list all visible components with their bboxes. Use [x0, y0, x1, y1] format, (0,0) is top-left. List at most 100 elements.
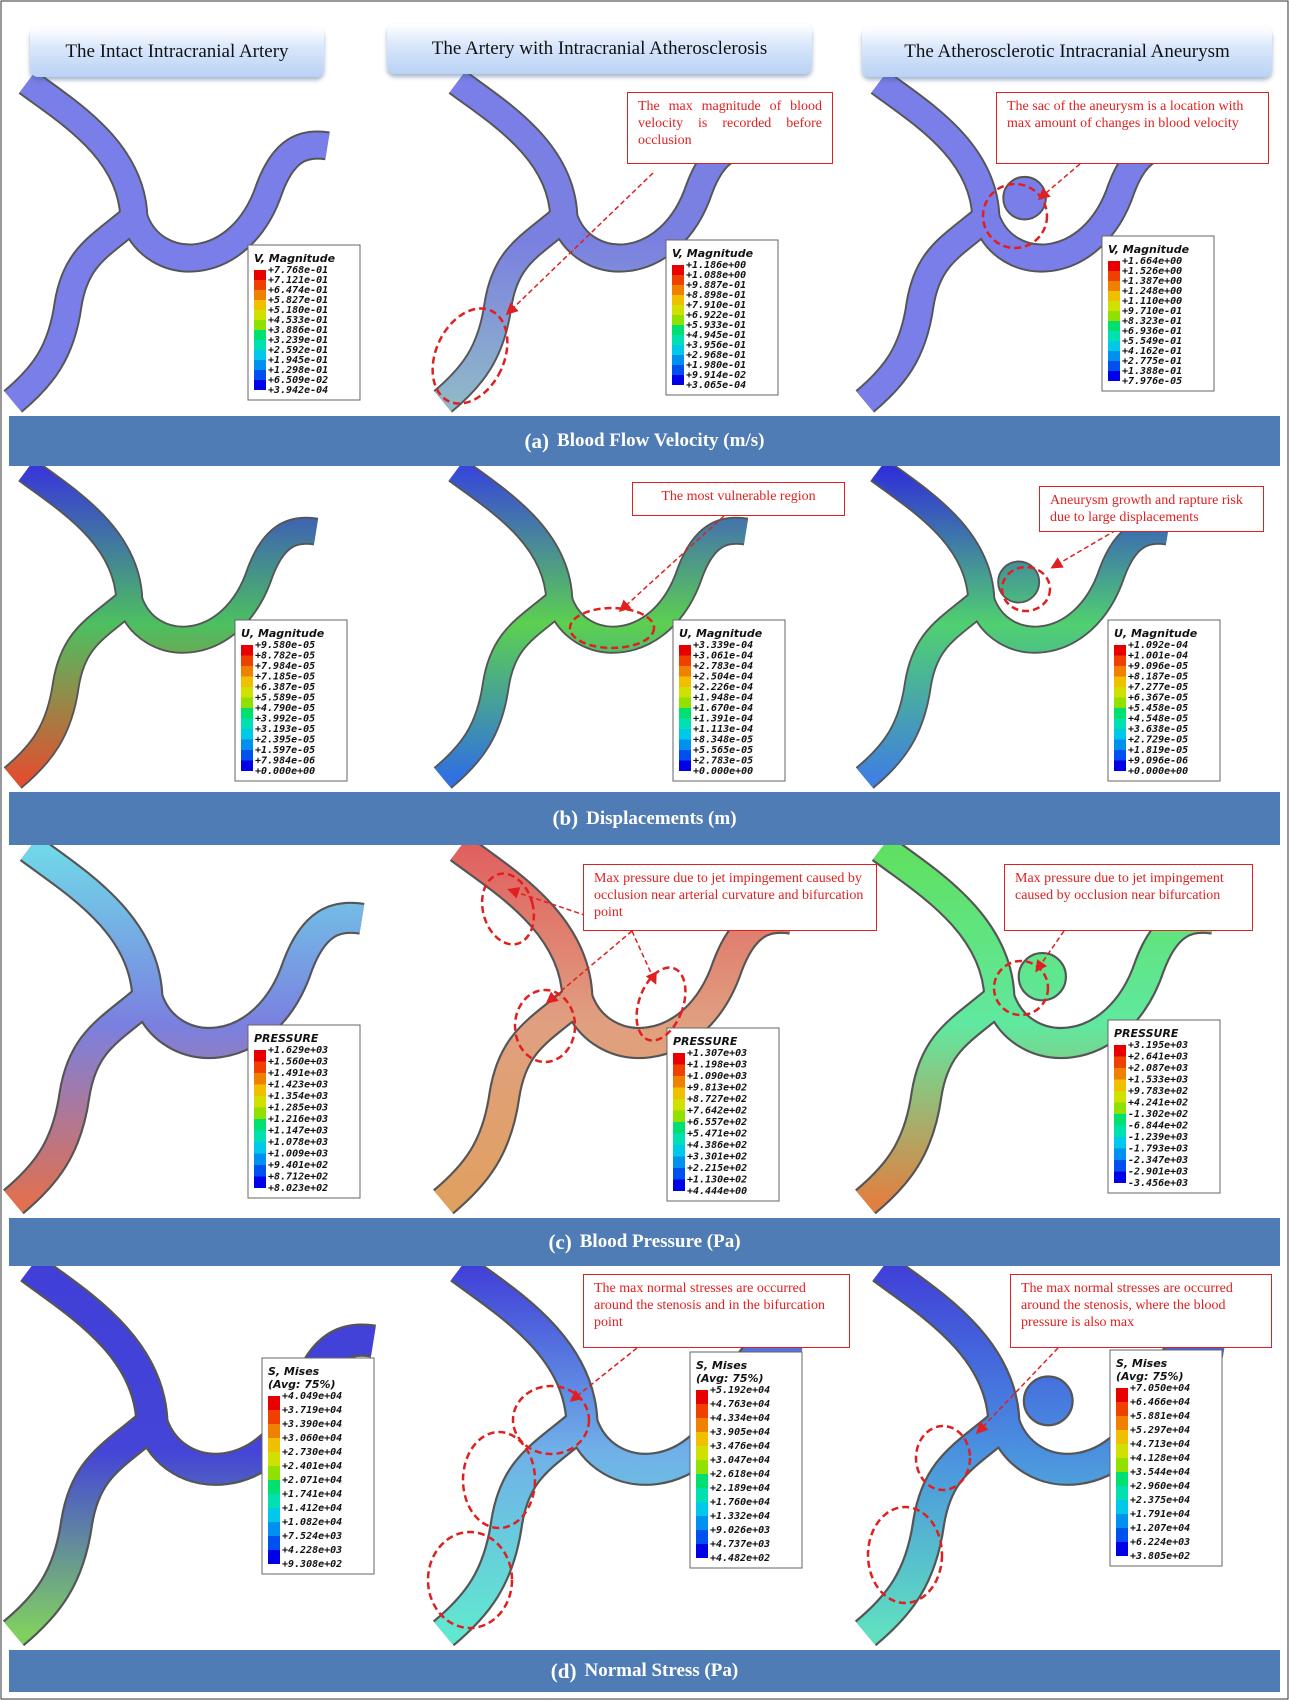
legend-label: +8.782e-05 [255, 651, 315, 662]
legend-label: +2.618e+04 [710, 1469, 770, 1480]
legend-label: +3.544e+04 [1130, 1467, 1190, 1478]
legend-label: +1.948e-04 [693, 693, 753, 704]
legend-swatch [1114, 740, 1126, 751]
legend-label: +7.050e+04 [1130, 1383, 1190, 1394]
legend-swatch [241, 708, 253, 719]
legend-label: -1.793e+03 [1128, 1144, 1188, 1155]
legend-label: +3.805e+02 [1130, 1551, 1190, 1562]
legend-swatch [1114, 761, 1126, 772]
legend-label: +3.476e+04 [710, 1441, 770, 1452]
legend-swatch [241, 645, 253, 656]
legend-label: -1.239e+03 [1128, 1132, 1188, 1143]
legend-swatch [679, 719, 691, 730]
legend-swatch [268, 1508, 280, 1522]
legend-swatch [1108, 321, 1120, 331]
legend-swatch [1116, 1416, 1128, 1430]
legend-swatch [1116, 1542, 1128, 1556]
panel-label: (d) [551, 1659, 577, 1684]
legend-swatch [679, 656, 691, 667]
legend-label: +1.147e+03 [268, 1126, 328, 1137]
legend-swatch [268, 1522, 280, 1536]
legend-swatch [1116, 1444, 1128, 1458]
legend-label: +3.992e-05 [255, 714, 315, 725]
legend-label: +0.000e+00 [1128, 766, 1188, 777]
legend-swatch [254, 1096, 266, 1108]
legend-swatch [254, 1142, 266, 1154]
legend-swatch [696, 1530, 708, 1544]
legend-label: +9.813e+02 [687, 1083, 747, 1094]
legend-swatch [254, 1108, 266, 1120]
legend-swatch [254, 290, 266, 300]
legend-swatch [672, 285, 684, 295]
legend-swatch [1108, 351, 1120, 361]
legend-swatch [268, 1550, 280, 1564]
annotation: Max pressure due to jet impingement caus… [583, 864, 877, 931]
legend-label: +2.087e+03 [1128, 1063, 1188, 1074]
legend-label: +4.334e+04 [710, 1413, 770, 1424]
legend-title: U, Magnitude [1114, 627, 1198, 640]
legend-label: +4.228e+03 [282, 1545, 342, 1556]
legend-label: -6.844e+02 [1128, 1121, 1188, 1132]
legend-swatch [254, 360, 266, 370]
legend-swatch [673, 1134, 685, 1146]
annotation-arrow [632, 931, 655, 982]
artery-segment [866, 1423, 1004, 1633]
legend-label: +2.504e-04 [693, 672, 753, 683]
legend-label: +2.783e-05 [693, 756, 753, 767]
legend-label: +7.277e-05 [1128, 682, 1188, 693]
legend-label: +5.192e+04 [710, 1385, 770, 1396]
legend-title: (Avg: 75%) [1116, 1370, 1184, 1383]
legend-swatch [1108, 371, 1120, 381]
legend-label: +4.482e+02 [710, 1553, 770, 1564]
legend-swatch [254, 1073, 266, 1085]
annotation: The sac of the aneurysm is a location wi… [996, 92, 1269, 164]
legend-swatch [254, 370, 266, 380]
figure: V, Magnitude+7.768e-01+7.121e-01+6.474e-… [0, 0, 1289, 1700]
legend-label: +5.589e-05 [255, 693, 315, 704]
legend-swatch [679, 740, 691, 751]
legend-swatch [254, 1119, 266, 1131]
legend-label: +2.960e+04 [1130, 1481, 1190, 1492]
legend-swatch [268, 1480, 280, 1494]
legend-label: +3.065e-04 [686, 380, 746, 391]
legend-label: +4.386e+02 [687, 1140, 747, 1151]
legend-swatch [241, 666, 253, 677]
legend-swatch [1116, 1500, 1128, 1514]
legend-title: U, Magnitude [241, 627, 325, 640]
legend-swatch [1108, 271, 1120, 281]
annotation: The max magnitude of blood velocity is r… [627, 92, 833, 164]
legend-swatch [1116, 1514, 1128, 1528]
legend-label: +1.670e-04 [693, 703, 753, 714]
legend-label: +3.905e+04 [710, 1427, 770, 1438]
annotation-arrow [1040, 164, 1080, 198]
legend-swatch [672, 315, 684, 325]
legend-swatch [679, 645, 691, 656]
legend-label: +1.819e-05 [1128, 745, 1188, 756]
legend-label: +1.560e+03 [268, 1057, 328, 1068]
legend-swatch [696, 1544, 708, 1558]
legend-swatch [1108, 281, 1120, 291]
legend-swatch [1114, 1091, 1126, 1103]
legend-label: +3.060e+04 [282, 1433, 342, 1444]
legend-swatch [254, 1154, 266, 1166]
legend-label: +0.000e+00 [693, 766, 753, 777]
legend-label: +1.629e+03 [268, 1045, 328, 1056]
panel-label: (c) [548, 1230, 571, 1255]
legend-label: +8.348e-05 [693, 735, 753, 746]
legend-label: +3.339e-04 [693, 640, 753, 651]
legend-swatch [1116, 1528, 1128, 1542]
legend-label: +5.458e-05 [1128, 703, 1188, 714]
legend-label: +1.307e+03 [687, 1048, 747, 1059]
legend-swatch [1114, 1137, 1126, 1149]
legend-swatch [1114, 1057, 1126, 1069]
legend-label: +6.224e+03 [1130, 1537, 1190, 1548]
legend-swatch [672, 375, 684, 385]
legend-label: +1.491e+03 [268, 1068, 328, 1079]
legend-swatch [673, 1157, 685, 1169]
legend-label: +4.713e+04 [1130, 1439, 1190, 1450]
legend-label: +1.113e-04 [693, 724, 753, 735]
legend-label: +1.597e-05 [255, 745, 315, 756]
legend-label: +3.942e-04 [268, 385, 328, 396]
legend-swatch [1116, 1486, 1128, 1500]
artery-segment [13, 218, 134, 402]
